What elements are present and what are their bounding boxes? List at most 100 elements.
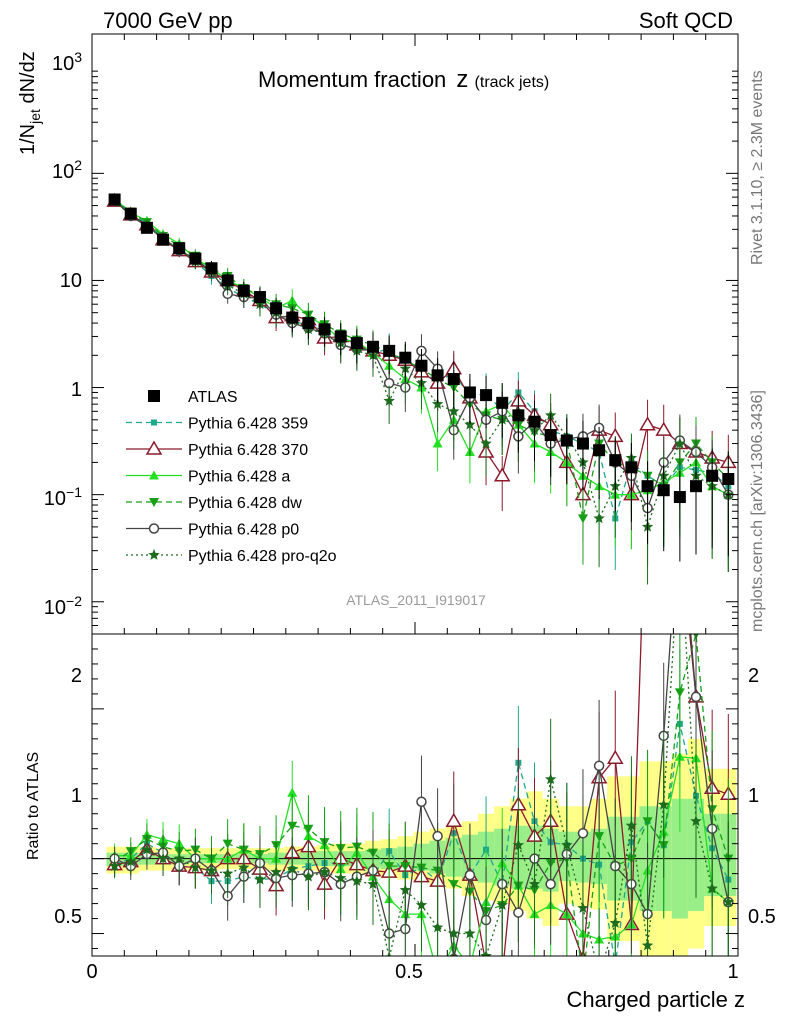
ratio-point (464, 927, 476, 939)
plot-title-main: Momentum fraction (258, 67, 446, 92)
ratio-point (384, 862, 395, 872)
ratio-point (351, 875, 363, 886)
ratio-tick-1-right: 1 (748, 785, 759, 807)
legend-label: Pythia 6.428 pro-q2o (188, 548, 337, 565)
main-point (655, 421, 673, 436)
y-tick-label-1e-2: 10−2 (44, 593, 82, 619)
main-point (593, 444, 606, 457)
ratio-point (125, 855, 137, 867)
main-point (189, 252, 202, 265)
main-point (302, 317, 315, 330)
main-point (383, 344, 396, 357)
legend-marker (151, 419, 157, 426)
ratio-point (641, 939, 654, 951)
ratio-point (367, 878, 379, 889)
x-tick-labels: 0 0.5 1 (86, 961, 738, 983)
ratio-point (287, 821, 298, 831)
main-point (577, 514, 588, 524)
main-point (496, 396, 509, 409)
main-point (673, 491, 686, 504)
main-point (674, 437, 686, 449)
main-point (480, 437, 492, 449)
ratio-point (690, 815, 702, 827)
y-axis-label-ratio: Ratio to ATLAS (25, 752, 42, 860)
legend-marker (148, 390, 160, 402)
ratio-tick-0.5-left: 0.5 (54, 906, 82, 928)
ratio-point (561, 839, 573, 850)
legend-marker (148, 523, 160, 534)
main-point (124, 207, 137, 220)
ratio-point (495, 970, 509, 982)
ratio-point (658, 798, 670, 810)
main-point (706, 469, 719, 482)
main-point (140, 221, 153, 234)
main-point (205, 262, 218, 275)
ratio-point (479, 958, 493, 970)
ratio-point (674, 688, 685, 698)
x-axis-label: Charged particle z (566, 987, 745, 1012)
legend-label: Pythia 6.428 370 (188, 442, 308, 459)
ratio-point (302, 870, 315, 882)
main-point (270, 302, 283, 315)
main-point (576, 437, 589, 450)
main-point (528, 415, 541, 428)
legend-label: ATLAS (188, 389, 238, 406)
main-point (431, 398, 444, 409)
main-point (237, 284, 250, 297)
category-label: Soft QCD (639, 8, 733, 33)
ratio-point (238, 861, 250, 873)
legend-label: Pythia 6.428 359 (188, 416, 308, 433)
ratio-point (513, 907, 524, 918)
main-point (318, 323, 331, 336)
y-tick-label-1e2: 102 (52, 157, 82, 183)
main-point (560, 434, 573, 447)
ratio-point (286, 863, 298, 874)
x-tick-1: 1 (727, 961, 738, 983)
ratio-point (448, 927, 460, 939)
main-series-group (106, 192, 737, 585)
main-point (173, 242, 186, 255)
ratio-point (222, 839, 233, 849)
main-point (493, 467, 511, 482)
main-point (593, 512, 605, 524)
ratio-point (593, 968, 604, 979)
ratio-point (528, 878, 541, 889)
main-point (431, 369, 444, 382)
legend-label: Pythia 6.428 dw (188, 495, 302, 512)
ratio-point (464, 869, 476, 881)
legend-label: Pythia 6.428 p0 (188, 522, 299, 539)
ratio-point (465, 961, 475, 970)
ratio-point (512, 839, 525, 850)
ratio-tick-2-right: 2 (748, 665, 759, 687)
main-point (447, 373, 460, 386)
legend-marker (149, 470, 159, 480)
ratio-point (606, 749, 624, 765)
y-tick-label-1e-1: 10−1 (44, 484, 82, 510)
ratio-point (303, 824, 314, 834)
ratio-point (157, 852, 169, 864)
ratio-point (706, 882, 718, 894)
main-point (609, 454, 622, 467)
ratio-point (222, 867, 234, 879)
y-tick-label-1e3: 103 (52, 49, 82, 75)
main-point (108, 193, 121, 206)
main-plot-frame (91, 33, 739, 635)
main-point (480, 389, 493, 402)
ratio-series-group (92, 634, 738, 982)
ratio-point (287, 787, 298, 797)
ratio-tick-2-left: 2 (71, 665, 82, 687)
main-point (399, 351, 412, 364)
main-point (512, 409, 525, 422)
plot-title: Momentum fraction z (track jets) (258, 66, 549, 93)
analysis-id: ATLAS_2011_I919017 (346, 592, 486, 608)
ratio-point (433, 969, 443, 978)
main-point (221, 274, 234, 287)
main-point (432, 438, 443, 448)
main-point (544, 429, 557, 442)
ratio-point (480, 950, 492, 956)
main-point (157, 233, 170, 246)
ratio-point (270, 866, 282, 877)
ratio-point (173, 852, 185, 864)
rivet-label: Rivet 3.1.10, ≥ 2.3M events (749, 70, 766, 265)
main-point (367, 340, 380, 353)
